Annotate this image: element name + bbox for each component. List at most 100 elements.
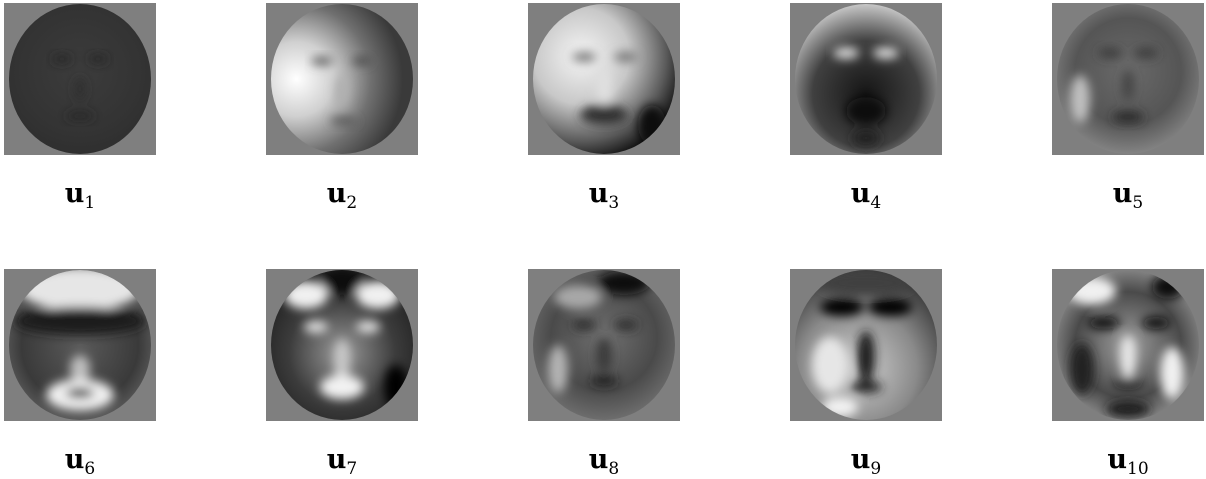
- face-shading: [335, 75, 349, 107]
- label-symbol: u: [64, 444, 85, 475]
- eigenface-label: u5: [1052, 178, 1204, 213]
- face-shading: [320, 270, 364, 295]
- eigenface-label: u3: [528, 178, 680, 213]
- face-shading: [596, 337, 612, 373]
- label-symbol: u: [326, 444, 347, 475]
- eigenface-image: [1052, 3, 1204, 155]
- eigenface-label: u1: [4, 178, 156, 213]
- face-oval: [9, 270, 151, 420]
- eigenface-4: [790, 3, 942, 155]
- label-index: 10: [1127, 458, 1149, 479]
- face-shading: [850, 381, 882, 393]
- eigenface-9: [790, 269, 942, 421]
- label-symbol: u: [588, 444, 609, 475]
- face-shading: [311, 57, 333, 65]
- face-shading: [52, 55, 72, 63]
- face-shading: [572, 52, 596, 62]
- face-shading: [320, 375, 364, 399]
- face-shading: [1134, 48, 1158, 58]
- eigenface-label: u6: [4, 444, 156, 479]
- face-oval: [271, 4, 413, 154]
- label-symbol: u: [64, 178, 85, 209]
- face-shading: [1114, 378, 1142, 388]
- face-shading: [614, 320, 638, 330]
- face-shading: [1070, 75, 1090, 123]
- eigenface-3: [528, 3, 680, 155]
- face-shading: [66, 388, 94, 398]
- eigenface-image: [1052, 269, 1204, 421]
- face-oval: [795, 4, 937, 154]
- eigenface-label: u2: [266, 178, 418, 213]
- face-shading: [1088, 317, 1120, 329]
- eigenface-label: u8: [528, 444, 680, 479]
- face-shading: [812, 337, 848, 393]
- label-symbol: u: [326, 178, 347, 209]
- eigenface-6: [4, 269, 156, 421]
- label-symbol: u: [588, 178, 609, 209]
- face-shading: [356, 321, 380, 333]
- face-shading: [572, 320, 596, 330]
- label-symbol: u: [1107, 444, 1127, 475]
- label-index: 1: [84, 192, 96, 213]
- label-index: 2: [346, 192, 358, 213]
- face-shading: [590, 376, 618, 386]
- face-oval: [533, 270, 675, 420]
- eigenface-label: u9: [790, 444, 942, 479]
- face-shading: [20, 270, 140, 311]
- eigenface-image: [790, 269, 942, 421]
- face-shading: [352, 57, 372, 65]
- eigenface-label: u7: [266, 444, 418, 479]
- face-shading: [304, 321, 328, 333]
- eigenface-image: [528, 269, 680, 421]
- face-shading: [1120, 335, 1136, 379]
- eigenface-5: [1052, 3, 1204, 155]
- face-shading: [820, 298, 864, 316]
- face-oval: [1057, 270, 1199, 420]
- eigenface-2: [266, 3, 418, 155]
- face-shading: [75, 77, 85, 101]
- label-index: 9: [870, 458, 882, 479]
- face-shading: [88, 55, 108, 63]
- eigenface-image: [4, 269, 156, 421]
- label-index: 3: [608, 192, 620, 213]
- face-oval: [533, 4, 675, 154]
- face-shading: [868, 298, 912, 316]
- face-shading: [833, 47, 859, 59]
- eigenface-image: [790, 3, 942, 155]
- face-shading: [857, 331, 875, 383]
- face-shading: [14, 307, 146, 335]
- face-shading: [852, 130, 880, 146]
- eigenface-image: [266, 269, 418, 421]
- eigenface-image: [266, 3, 418, 155]
- face-shading: [1142, 317, 1170, 329]
- face-oval: [9, 4, 151, 154]
- eigenface-7: [266, 269, 418, 421]
- label-symbol: u: [1112, 178, 1133, 209]
- face-shading: [873, 47, 899, 59]
- face-shading: [818, 271, 914, 295]
- label-index: 6: [84, 458, 96, 479]
- face-shading: [1106, 401, 1150, 417]
- face-shading: [548, 345, 568, 393]
- eigenface-label: u10: [1052, 444, 1204, 479]
- eigenface-image: [4, 3, 156, 155]
- face-shading: [580, 105, 628, 125]
- face-shading: [1160, 347, 1184, 399]
- eigenface-8: [528, 269, 680, 421]
- label-index: 4: [870, 192, 882, 213]
- eigenface-1: [4, 3, 156, 155]
- face-shading: [1112, 111, 1144, 123]
- eigenface-10: [1052, 269, 1204, 421]
- face-shading: [596, 69, 612, 105]
- face-shading: [614, 52, 638, 62]
- face-shading: [846, 97, 886, 125]
- label-symbol: u: [850, 178, 871, 209]
- face-oval: [795, 270, 937, 420]
- eigenface-image: [528, 3, 680, 155]
- face-oval: [1057, 4, 1199, 154]
- label-symbol: u: [850, 444, 871, 475]
- label-index: 7: [346, 458, 358, 479]
- face-shading: [554, 285, 602, 309]
- label-index: 8: [608, 458, 620, 479]
- face-shading: [70, 355, 90, 383]
